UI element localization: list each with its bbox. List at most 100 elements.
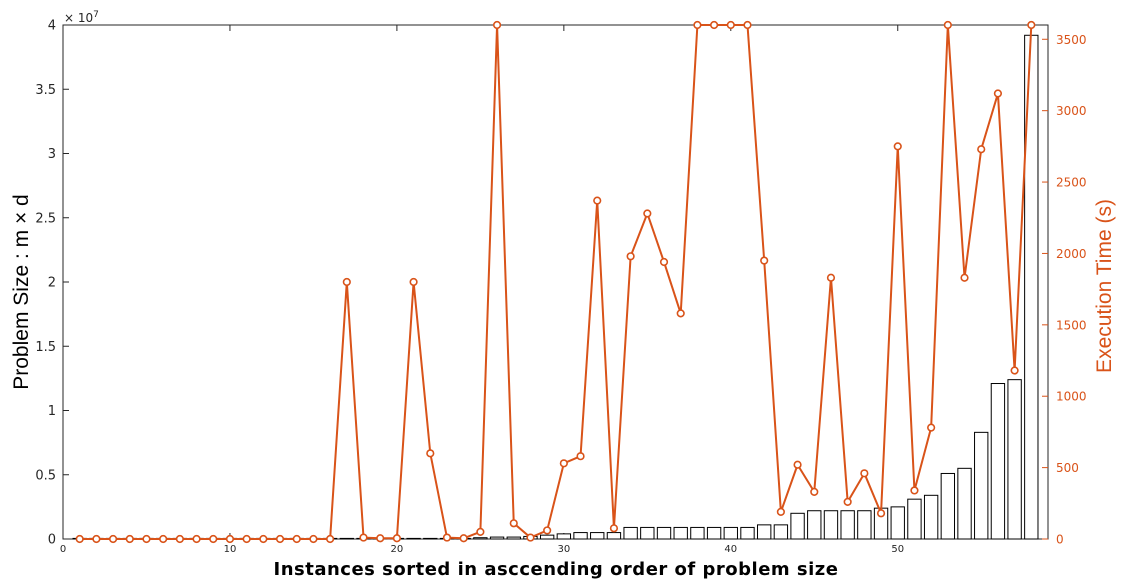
bar-35 xyxy=(640,526,655,540)
bar-44 xyxy=(790,512,805,540)
bar-47 xyxy=(840,510,855,540)
bar-32 xyxy=(590,532,605,540)
line-point-58 xyxy=(1027,20,1036,30)
y-axis-exponent: × 107 xyxy=(64,10,99,25)
line-point-8 xyxy=(192,534,201,544)
line-point-21 xyxy=(409,277,418,287)
line-point-26 xyxy=(492,20,502,30)
bar-42 xyxy=(757,524,772,540)
line-point-25 xyxy=(476,527,485,536)
y2-tick-label-2: 1000 xyxy=(1056,390,1087,404)
bar-21 xyxy=(406,537,421,540)
plot-area: 0 10 20 30 40 50 0 0.5 1 1.5 2 2.5 3 3.5 4 0 500 1000 15… xyxy=(35,19,1086,556)
bar-53 xyxy=(940,472,956,540)
line-point-54 xyxy=(960,273,969,282)
line-point-5 xyxy=(142,534,151,544)
y-tick-label-1: 0.5 xyxy=(35,468,56,483)
line-point-32 xyxy=(593,196,602,205)
bar-40 xyxy=(723,526,738,540)
bar-37 xyxy=(673,526,688,540)
bar-series xyxy=(72,34,1039,540)
y2-axis-label: Execution Time (s) xyxy=(1093,199,1116,373)
line-point-55 xyxy=(977,145,986,154)
line-point-43 xyxy=(776,507,785,516)
line-point-7 xyxy=(175,534,184,544)
line-point-38 xyxy=(693,20,702,30)
y-axis-label: Problem Size : m × d xyxy=(10,194,33,390)
bar-38 xyxy=(690,526,705,540)
line-point-45 xyxy=(810,487,819,496)
y-tick-label-2: 1 xyxy=(48,404,56,419)
bar-29 xyxy=(539,534,555,540)
x-tick-label-1: 10 xyxy=(224,544,237,555)
x-tick-label-0: 0 xyxy=(60,544,66,555)
bar-45 xyxy=(807,510,822,540)
line-point-27 xyxy=(509,519,518,528)
bar-46 xyxy=(823,510,839,540)
line-point-28 xyxy=(526,533,535,542)
line-point-34 xyxy=(626,252,635,261)
y-tick-label-6: 3 xyxy=(48,147,56,162)
bar-54 xyxy=(957,467,972,540)
line-point-11 xyxy=(242,534,251,544)
line-point-29 xyxy=(543,526,552,535)
line-point-56 xyxy=(993,89,1003,98)
line-point-37 xyxy=(676,309,685,318)
line-point-19 xyxy=(376,534,385,543)
y-exponent-power: 7 xyxy=(93,10,99,20)
line-point-35 xyxy=(643,209,652,218)
execution-time-line xyxy=(79,24,1033,540)
line-point-30 xyxy=(559,459,568,468)
line-point-2 xyxy=(92,534,101,544)
line-point-51 xyxy=(910,486,919,495)
bar-39 xyxy=(706,526,722,540)
line-point-10 xyxy=(225,534,235,544)
bar-52 xyxy=(923,494,939,540)
axes-box xyxy=(62,24,1049,540)
line-point-33 xyxy=(609,524,619,533)
bar-41 xyxy=(740,526,755,540)
bar-55 xyxy=(974,431,989,540)
bar-27 xyxy=(506,536,521,540)
line-point-24 xyxy=(459,534,468,543)
line-point-12 xyxy=(259,534,268,544)
line-point-57 xyxy=(1010,366,1019,375)
line-point-53 xyxy=(943,20,952,30)
line-point-13 xyxy=(275,534,285,544)
line-point-23 xyxy=(442,533,452,542)
y-tick-label-3: 1.5 xyxy=(35,340,56,355)
bar-17 xyxy=(339,537,354,540)
bar-51 xyxy=(907,498,922,540)
bar-57 xyxy=(1007,379,1022,540)
bar-22 xyxy=(423,537,438,540)
y2-tick-label-0: 0 xyxy=(1056,533,1064,547)
y-axis-ticks: 0 0.5 1 1.5 2 2.5 3 3.5 4 xyxy=(35,19,69,548)
bar-34 xyxy=(623,526,638,540)
bar-31 xyxy=(573,532,588,540)
y-tick-label-0: 0 xyxy=(48,533,56,548)
line-point-14 xyxy=(292,534,301,544)
line-point-6 xyxy=(159,534,168,544)
line-point-36 xyxy=(659,257,669,267)
bar-26 xyxy=(489,536,505,540)
line-point-50 xyxy=(893,142,902,151)
x-tick-label-2: 20 xyxy=(391,544,404,555)
line-point-44 xyxy=(793,460,802,469)
bar-43 xyxy=(773,524,789,540)
y2-tick-label-1: 500 xyxy=(1056,461,1079,475)
line-point-46 xyxy=(826,273,836,282)
line-point-48 xyxy=(860,469,869,478)
y2-tick-label-5: 2500 xyxy=(1056,176,1087,190)
bar-30 xyxy=(556,533,572,540)
line-point-18 xyxy=(359,533,368,542)
line-point-41 xyxy=(743,20,752,30)
y2-axis-ticks: 0 500 1000 1500 2000 2500 3000 3500 xyxy=(1042,33,1087,547)
line-point-4 xyxy=(125,534,134,544)
y-tick-label-5: 2.5 xyxy=(35,211,56,226)
y-tick-label-8: 4 xyxy=(48,19,56,34)
line-point-39 xyxy=(710,20,719,30)
line-point-31 xyxy=(576,452,585,461)
x-tick-label-3: 30 xyxy=(557,544,570,555)
line-point-9 xyxy=(209,534,218,544)
